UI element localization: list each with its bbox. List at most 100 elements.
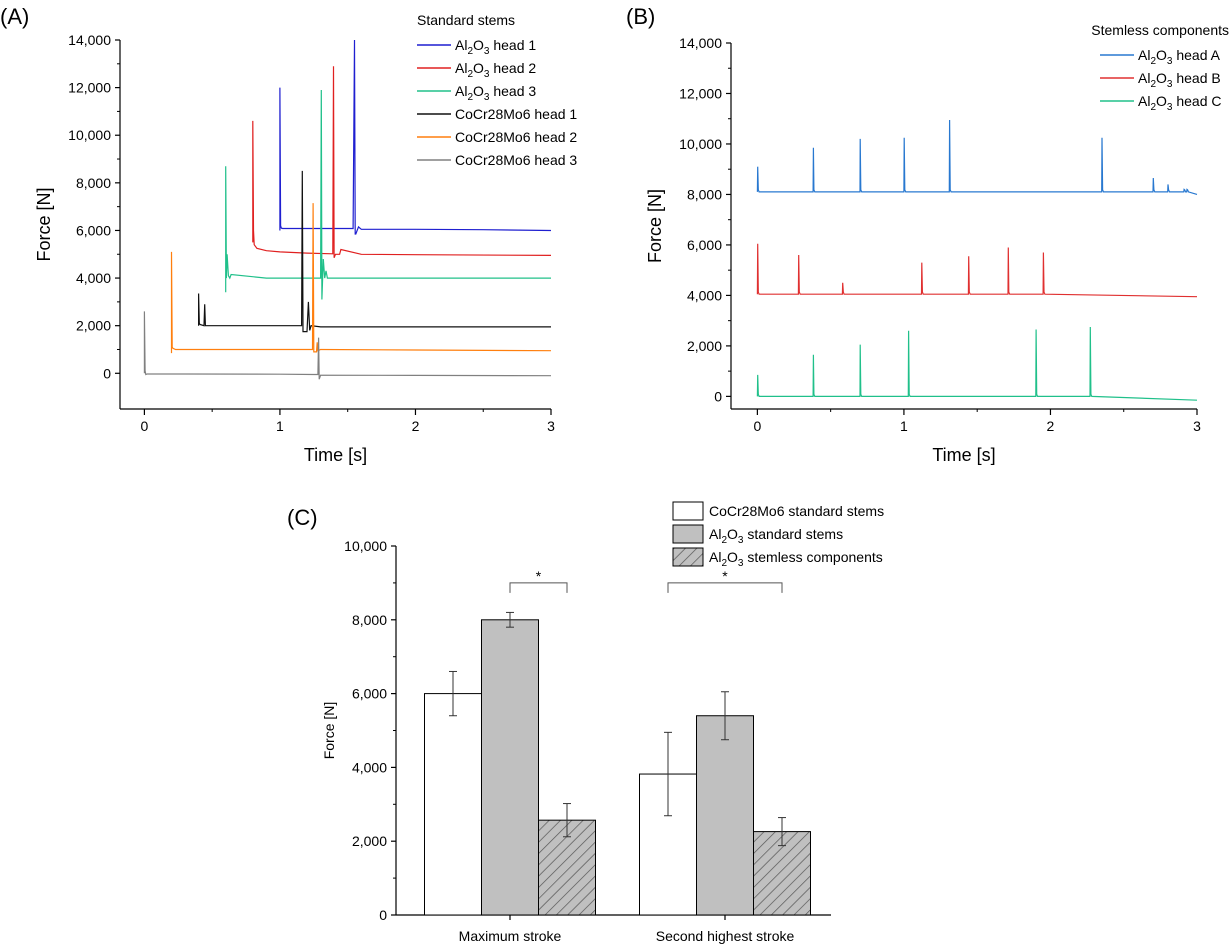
legend-label-1: Al2O3 head A xyxy=(1138,47,1221,67)
legend-label-2-part: O xyxy=(473,60,484,76)
y-tick-label: 6,000 xyxy=(76,222,111,238)
x-axis-label: Time [s] xyxy=(932,445,995,465)
legend-label-2-part: 2 xyxy=(1150,79,1156,90)
legend-label-2-part: O xyxy=(1156,70,1167,86)
y-axis-label: Force [N] xyxy=(645,189,665,263)
legend-title: Standard stems xyxy=(417,12,515,28)
legend-label-3-part: stemless components xyxy=(743,549,882,565)
y-tick-label: 4,000 xyxy=(687,287,722,303)
legend-label-5: CoCr28Mo6 head 2 xyxy=(455,129,577,145)
legend-label-2-part: 2 xyxy=(721,535,727,546)
legend-label-6-part: CoCr28Mo6 head 3 xyxy=(455,152,577,168)
significance-star: * xyxy=(536,568,542,584)
x-tick-label: 0 xyxy=(140,418,148,434)
legend-label-1-part: CoCr28Mo6 standard stems xyxy=(709,503,884,519)
legend-label-3-part: 2 xyxy=(467,92,473,103)
legend-label-2-part: Al xyxy=(455,60,467,76)
y-axis-label: Force [N] xyxy=(321,702,337,760)
y-tick-label: 10,000 xyxy=(679,136,722,152)
legend-label-1-part: 3 xyxy=(1167,56,1173,67)
legend-label-6: CoCr28Mo6 head 3 xyxy=(455,152,577,168)
legend-label-3-part: 2 xyxy=(1150,102,1156,113)
legend-swatch-2 xyxy=(672,524,704,544)
x-tick-label: Second highest stroke xyxy=(656,928,795,944)
y-tick-label: 0 xyxy=(714,388,722,404)
legend-label-3-part: O xyxy=(1156,93,1167,109)
legend-label-1-part: O xyxy=(473,37,484,53)
legend-label-2-part: 3 xyxy=(738,535,744,546)
legend-label-3-part: 2 xyxy=(721,558,727,569)
x-tick-label: 2 xyxy=(412,418,420,434)
legend-swatch-1 xyxy=(672,501,704,521)
legend-label-3-part: 3 xyxy=(1167,102,1173,113)
x-axis-label: Time [s] xyxy=(304,445,367,465)
legend-label-2-part: head B xyxy=(1172,70,1220,86)
legend-label-3-part: O xyxy=(727,549,738,565)
y-tick-label: 10,000 xyxy=(68,127,111,143)
y-tick-label: 12,000 xyxy=(68,80,111,96)
legend-label-2-part: Al xyxy=(709,526,721,542)
series-line-3 xyxy=(756,326,1198,401)
legend-label-3: Al2O3 stemless components xyxy=(709,549,883,569)
x-tick-label: 2 xyxy=(1047,418,1055,434)
legend-label-4-part: CoCr28Mo6 head 1 xyxy=(455,106,577,122)
legend-label-4: CoCr28Mo6 head 1 xyxy=(455,106,577,122)
legend-label-1: CoCr28Mo6 standard stems xyxy=(709,503,884,519)
chart-b: 0 2,000 4,000 6,000 8,000 10,000 12,000 14,000 0… xyxy=(645,22,1229,465)
x-tick-label: 1 xyxy=(900,418,908,434)
legend-label-3: Al2O3 head C xyxy=(1138,93,1222,113)
legend-label-3-part: Al xyxy=(1138,93,1150,109)
legend-title: Stemless components xyxy=(1091,22,1229,38)
legend-label-1-part: 2 xyxy=(1150,56,1156,67)
legend-label-1-part: Al xyxy=(455,37,467,53)
series-line-1 xyxy=(756,119,1198,195)
y-tick-label: 2,000 xyxy=(687,338,722,354)
y-tick-label: 2,000 xyxy=(352,833,387,849)
legend-label-3-part: 3 xyxy=(484,92,490,103)
legend-label-2: Al2O3 head B xyxy=(1138,70,1221,90)
y-tick-label: 4,000 xyxy=(352,759,387,775)
legend-label-2-part: Al xyxy=(1138,70,1150,86)
legend-label-1-part: head 1 xyxy=(489,37,536,53)
significance-bracket xyxy=(667,582,783,593)
significance-star: * xyxy=(722,568,728,584)
legend-label-1-part: head A xyxy=(1172,47,1220,63)
x-tick-label: 3 xyxy=(547,418,555,434)
legend-label-2-part: O xyxy=(727,526,738,542)
legend-label-2-part: 3 xyxy=(484,69,490,80)
legend-label-3-part: head C xyxy=(1172,93,1221,109)
y-tick-label: 2,000 xyxy=(76,318,111,334)
series-line-3 xyxy=(225,89,551,300)
legend-label-2-part: 2 xyxy=(467,69,473,80)
y-tick-label: 8,000 xyxy=(687,186,722,202)
chart-c: 0 2,000 4,000 6,000 8,000 10,000 Force [N] Maxi… xyxy=(321,501,884,944)
chart-a: 0 2,000 4,000 6,000 8,000 10,000 12,000 14,000 0… xyxy=(34,12,577,465)
legend-label-3-part: O xyxy=(473,83,484,99)
legend-label-3-part: head 3 xyxy=(489,83,536,99)
y-tick-label: 4,000 xyxy=(76,270,111,286)
series-line-2 xyxy=(252,66,552,259)
series-line-4 xyxy=(198,170,551,333)
legend-label-1: Al2O3 head 1 xyxy=(455,37,536,57)
y-tick-label: 10,000 xyxy=(344,538,387,554)
legend-label-1-part: Al xyxy=(1138,47,1150,63)
bar-1-2 xyxy=(481,619,539,916)
bar-1-1 xyxy=(424,693,482,916)
legend-label-3-part: Al xyxy=(709,549,721,565)
y-tick-label: 0 xyxy=(379,907,387,923)
legend-label-1-part: O xyxy=(1156,47,1167,63)
x-tick-label: Maximum stroke xyxy=(459,928,562,944)
bar-2-2 xyxy=(696,715,754,916)
y-tick-label: 14,000 xyxy=(68,32,111,48)
y-axis-label: Force [N] xyxy=(34,187,54,261)
legend-swatch-3 xyxy=(672,547,704,567)
y-tick-label: 8,000 xyxy=(352,612,387,628)
legend-label-2: Al2O3 standard stems xyxy=(709,526,843,546)
legend-label-1-part: 3 xyxy=(484,46,490,57)
y-tick-label: 8,000 xyxy=(76,175,111,191)
series-line-6 xyxy=(143,311,552,380)
legend-label-2-part: standard stems xyxy=(743,526,843,542)
legend-label-3-part: 3 xyxy=(738,558,744,569)
x-tick-label: 1 xyxy=(276,418,284,434)
